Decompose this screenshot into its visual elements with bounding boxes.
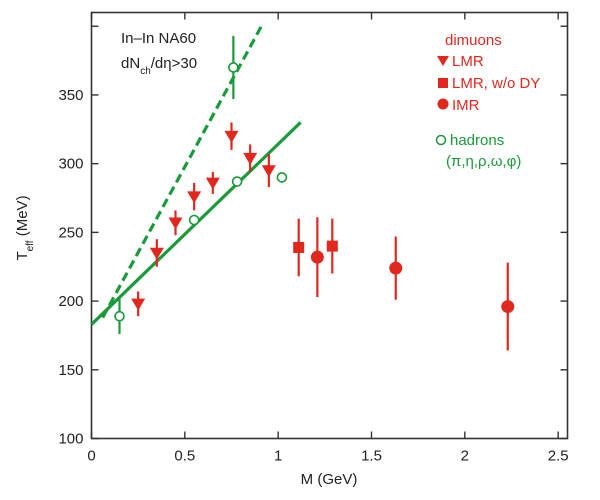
legend: dimuons LMR LMR, w/o DY IMR hadrons (π,η… <box>435 32 540 170</box>
lmr-point <box>205 177 220 190</box>
x-tick-label: 2.5 <box>548 448 569 465</box>
lmr-point <box>243 152 258 165</box>
y-tick-label: 150 <box>58 362 83 379</box>
x-tick-label: 0 <box>87 448 95 465</box>
lmr-point <box>261 165 276 178</box>
x-tick-label: 1 <box>274 448 282 465</box>
legend-dimuons-title: dimuons <box>445 32 502 49</box>
lmr-wo-dy-point <box>326 240 338 252</box>
legend-hadrons-title: hadrons <box>450 132 504 149</box>
y-tick-label: 100 <box>58 431 83 448</box>
x-tick-label: 1.5 <box>361 448 382 465</box>
hadron-point <box>276 172 288 183</box>
legend-square-icon <box>438 78 448 88</box>
imr-point <box>501 300 515 314</box>
plot-frame <box>90 11 569 440</box>
hadron-point <box>231 176 243 187</box>
hadron-point <box>188 214 200 226</box>
lmr-point <box>131 298 146 311</box>
lmr-point <box>149 247 164 260</box>
imr-point <box>389 261 403 275</box>
data-markers <box>114 35 515 351</box>
annotation-line1: In–In NA60 <box>121 30 196 47</box>
imr-point <box>310 250 324 264</box>
y-tick-label: 350 <box>58 87 83 104</box>
legend-triangle-icon <box>437 56 449 66</box>
y-tick-label: 300 <box>58 156 83 173</box>
y-tick-label: 200 <box>58 293 83 310</box>
lmr-wo-dy-point <box>293 241 305 253</box>
lmr-point <box>187 191 202 204</box>
x-axis-title: M (GeV) <box>301 471 358 488</box>
legend-open-circle-icon <box>435 134 447 146</box>
legend-circle-icon <box>437 98 449 110</box>
hadron-point <box>228 62 239 73</box>
lmr-point <box>224 130 239 143</box>
annotation-line2: dNch/dη>30 <box>121 55 197 77</box>
legend-lmr: LMR <box>452 53 484 70</box>
axis-ticks <box>90 12 568 440</box>
tick-labels: 0 0.5 1 1.5 2 2.5 100 150 200 250 300 350 <box>58 87 568 465</box>
legend-lmr-wo-dy: LMR, w/o DY <box>452 75 540 92</box>
lmr-point <box>168 217 183 230</box>
hadron-point <box>114 310 125 322</box>
x-tick-label: 2 <box>461 448 469 465</box>
legend-hadrons-list: (π,η,ρ,ω,φ) <box>446 153 521 170</box>
legend-imr: IMR <box>452 97 480 114</box>
y-tick-label: 250 <box>58 224 83 241</box>
y-axis-title: Teff (MeV) <box>14 195 36 260</box>
x-tick-label: 0.5 <box>174 448 195 465</box>
